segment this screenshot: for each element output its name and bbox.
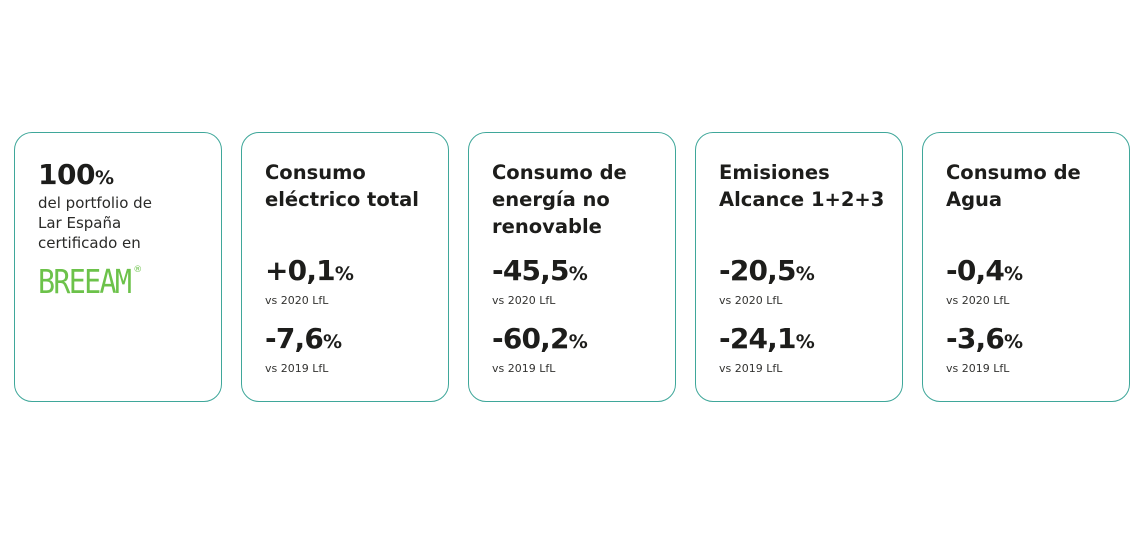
stat-vs-2020: -45,5% vs 2020 LfL [492,254,588,308]
certified-percent-unit: % [94,167,114,189]
non-renewable-energy-card: Consumo de energía no renovable -45,5% v… [468,132,676,402]
card-title: Consumo de Agua [946,161,1081,211]
stat-value: -45,5% [492,254,588,287]
electricity-consumption-card: Consumo eléctrico total +0,1% vs 2020 Lf… [241,132,449,402]
stat-vs-2019: -7,6% vs 2019 LfL [265,322,343,376]
card-title: Consumo de energía no renovable [492,161,627,238]
breeam-certification-card: 100% del portfolio de Lar España certifi… [14,132,222,402]
stat-vs-2019: -60,2% vs 2019 LfL [492,322,588,376]
water-consumption-card: Consumo de Agua -0,4% vs 2020 LfL -3,6% … [922,132,1130,402]
stat-vs-2020: +0,1% vs 2020 LfL [265,254,354,308]
breeam-logo: BREEAM ® [38,265,218,298]
stat-caption: vs 2019 LfL [492,362,556,375]
certified-percent-value: 100 [38,158,95,191]
registered-mark: ® [133,265,143,275]
stat-value: -24,1% [719,322,815,355]
stat-caption: vs 2019 LfL [719,362,783,375]
stat-value: -60,2% [492,322,588,355]
stat-value: -20,5% [719,254,815,287]
stat-caption: vs 2020 LfL [492,294,556,307]
stat-value: -0,4% [946,254,1024,287]
breeam-logo-text: BREEAM [38,262,132,301]
stat-caption: vs 2019 LfL [946,362,1010,375]
certified-percent: 100% [38,161,218,189]
stat-caption: vs 2019 LfL [265,362,329,375]
stat-vs-2020: -0,4% vs 2020 LfL [946,254,1024,308]
stat-value: +0,1% [265,254,354,287]
card-title: Consumo eléctrico total [265,161,419,211]
card-title: Emisiones Alcance 1+2+3 [719,161,885,211]
stat-caption: vs 2020 LfL [719,294,783,307]
stat-caption: vs 2020 LfL [946,294,1010,307]
stat-vs-2019: -24,1% vs 2019 LfL [719,322,815,376]
stat-vs-2019: -3,6% vs 2019 LfL [946,322,1024,376]
certification-summary: 100% del portfolio de Lar España certifi… [38,161,218,299]
stat-vs-2020: -20,5% vs 2020 LfL [719,254,815,308]
stat-caption: vs 2020 LfL [265,294,329,307]
stat-value: -7,6% [265,322,343,355]
certification-description: del portfolio de Lar España certificado … [38,194,152,252]
emissions-card: Emisiones Alcance 1+2+3 -20,5% vs 2020 L… [695,132,903,402]
stat-value: -3,6% [946,322,1024,355]
